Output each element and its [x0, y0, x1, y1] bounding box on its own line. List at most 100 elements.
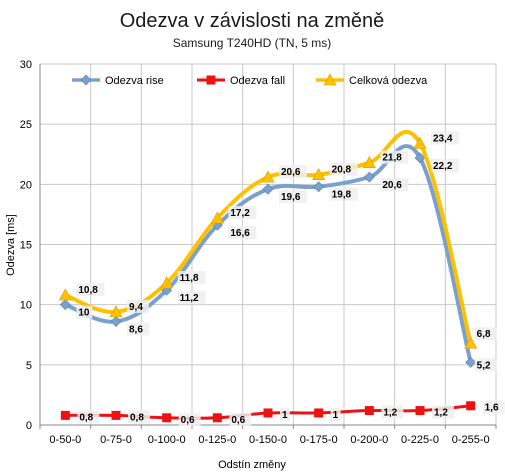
data-label: 5,2 — [477, 360, 491, 371]
legend-label: Celková odezva — [349, 75, 428, 87]
data-label-bg — [229, 412, 252, 426]
data-label-bg — [474, 327, 497, 341]
y-tick-label: 10 — [20, 300, 32, 312]
data-label-bg — [380, 150, 409, 164]
legend-item: Odezva fall — [197, 75, 285, 87]
x-tick-label: 0-175-0 — [300, 434, 338, 446]
data-label: 1 — [282, 410, 288, 421]
data-label-bg — [128, 410, 150, 424]
data-label-bg — [330, 407, 341, 421]
data-label: 17,2 — [230, 208, 250, 219]
data-label-bg — [279, 165, 307, 179]
series-odezva-fall — [60, 401, 476, 423]
data-label: 1,2 — [434, 408, 448, 419]
y-axis-title: Odezva [ms] — [5, 214, 17, 276]
y-tick-label: 15 — [20, 240, 32, 252]
data-point-triangle — [261, 170, 275, 183]
data-point-square — [162, 413, 172, 423]
data-point-diamond — [262, 183, 274, 195]
data-label-bg — [482, 400, 505, 414]
data-label: 0,6 — [231, 415, 245, 426]
y-tick-label: 5 — [26, 360, 32, 372]
data-label: 20,8 — [332, 165, 352, 176]
data-label-bg — [280, 407, 290, 421]
data-label-bg — [76, 305, 93, 319]
data-label-bg — [127, 322, 149, 336]
data-point-square — [466, 401, 476, 411]
data-label: 19,8 — [332, 190, 352, 201]
data-point-square — [212, 413, 222, 423]
data-label: 20,6 — [281, 167, 301, 178]
data-label-bg — [279, 190, 307, 204]
data-label: 22,2 — [433, 161, 453, 172]
legend: Odezva rise Odezva fall Celková odezva — [72, 73, 428, 87]
data-label-bg — [228, 206, 257, 220]
x-tick-label: 0-225-0 — [401, 434, 439, 446]
data-point-triangle — [58, 288, 72, 301]
data-label: 1,6 — [485, 403, 499, 414]
data-point-triangle — [362, 156, 376, 168]
data-label: 23,4 — [433, 133, 453, 144]
x-tick-label: 0-100-0 — [148, 434, 186, 446]
data-label-bg — [432, 405, 454, 419]
data-label-bg — [329, 162, 358, 176]
data-point-triangle — [464, 336, 478, 349]
data-labels: 10,8 9,4 11,8 17,2 20,6 20,8 21,8 23,4 6,8 10 8,6 1… — [76, 131, 505, 426]
data-label-bg — [178, 412, 201, 426]
data-label: 0,6 — [181, 415, 195, 426]
data-point-triangle — [210, 211, 224, 224]
data-point-square — [364, 406, 374, 416]
data-label-bg — [474, 358, 497, 372]
data-point-triangle — [160, 276, 174, 289]
legend-item: Celková odezva — [316, 73, 428, 87]
x-tick-label: 0-125-0 — [198, 434, 236, 446]
axes: 0 5 10 15 20 25 30 0-50-0 0-75-0 0-100-0 0-125-0 0-… — [20, 59, 497, 446]
data-label-bg — [77, 410, 100, 424]
data-point-diamond — [363, 171, 375, 183]
data-point-diamond — [465, 357, 477, 368]
x-tick-label: 0-255-0 — [452, 434, 490, 446]
data-label-bg — [431, 131, 459, 145]
data-label: 11,8 — [180, 273, 199, 284]
data-label-bg — [329, 187, 358, 201]
data-label-bg — [177, 291, 206, 305]
data-point-square — [415, 406, 425, 416]
data-label-bg — [431, 158, 459, 172]
data-label: 6,8 — [477, 329, 491, 340]
y-tick-label: 20 — [20, 179, 32, 191]
data-label: 11,2 — [180, 293, 199, 304]
data-label: 9,4 — [129, 302, 143, 313]
x-axis-title: Odstín změny — [218, 459, 286, 471]
series-group — [58, 129, 478, 423]
data-label-bg — [380, 178, 409, 192]
data-label-bg — [76, 283, 105, 297]
y-tick-label: 0 — [26, 420, 32, 432]
data-label: 20,6 — [382, 180, 402, 191]
series-celková-odezva — [58, 129, 478, 349]
legend-label: Odezva rise — [105, 75, 164, 87]
data-point-diamond — [313, 181, 325, 193]
data-label: 8,6 — [129, 325, 143, 336]
data-point-square — [206, 75, 216, 85]
data-point-diamond — [110, 316, 122, 327]
legend-label: Odezva fall — [230, 75, 285, 87]
chart-title: Odezva v závislosti na změně — [120, 10, 385, 32]
data-label: 16,6 — [230, 228, 250, 239]
data-label: 19,6 — [281, 192, 301, 203]
data-label: 1 — [333, 410, 339, 421]
data-point-triangle — [323, 73, 337, 86]
series-line — [64, 129, 473, 344]
data-label-bg — [228, 226, 257, 240]
data-point-triangle — [109, 305, 123, 318]
data-point-triangle — [312, 168, 326, 181]
data-label: 10,8 — [78, 285, 98, 296]
data-label-bg — [177, 271, 206, 285]
data-label-bg — [381, 405, 404, 419]
data-label: 21,8 — [382, 153, 402, 164]
data-label-bg — [127, 299, 149, 313]
gridlines — [39, 63, 497, 426]
data-point-square — [314, 408, 324, 418]
data-label: 10 — [78, 308, 90, 319]
